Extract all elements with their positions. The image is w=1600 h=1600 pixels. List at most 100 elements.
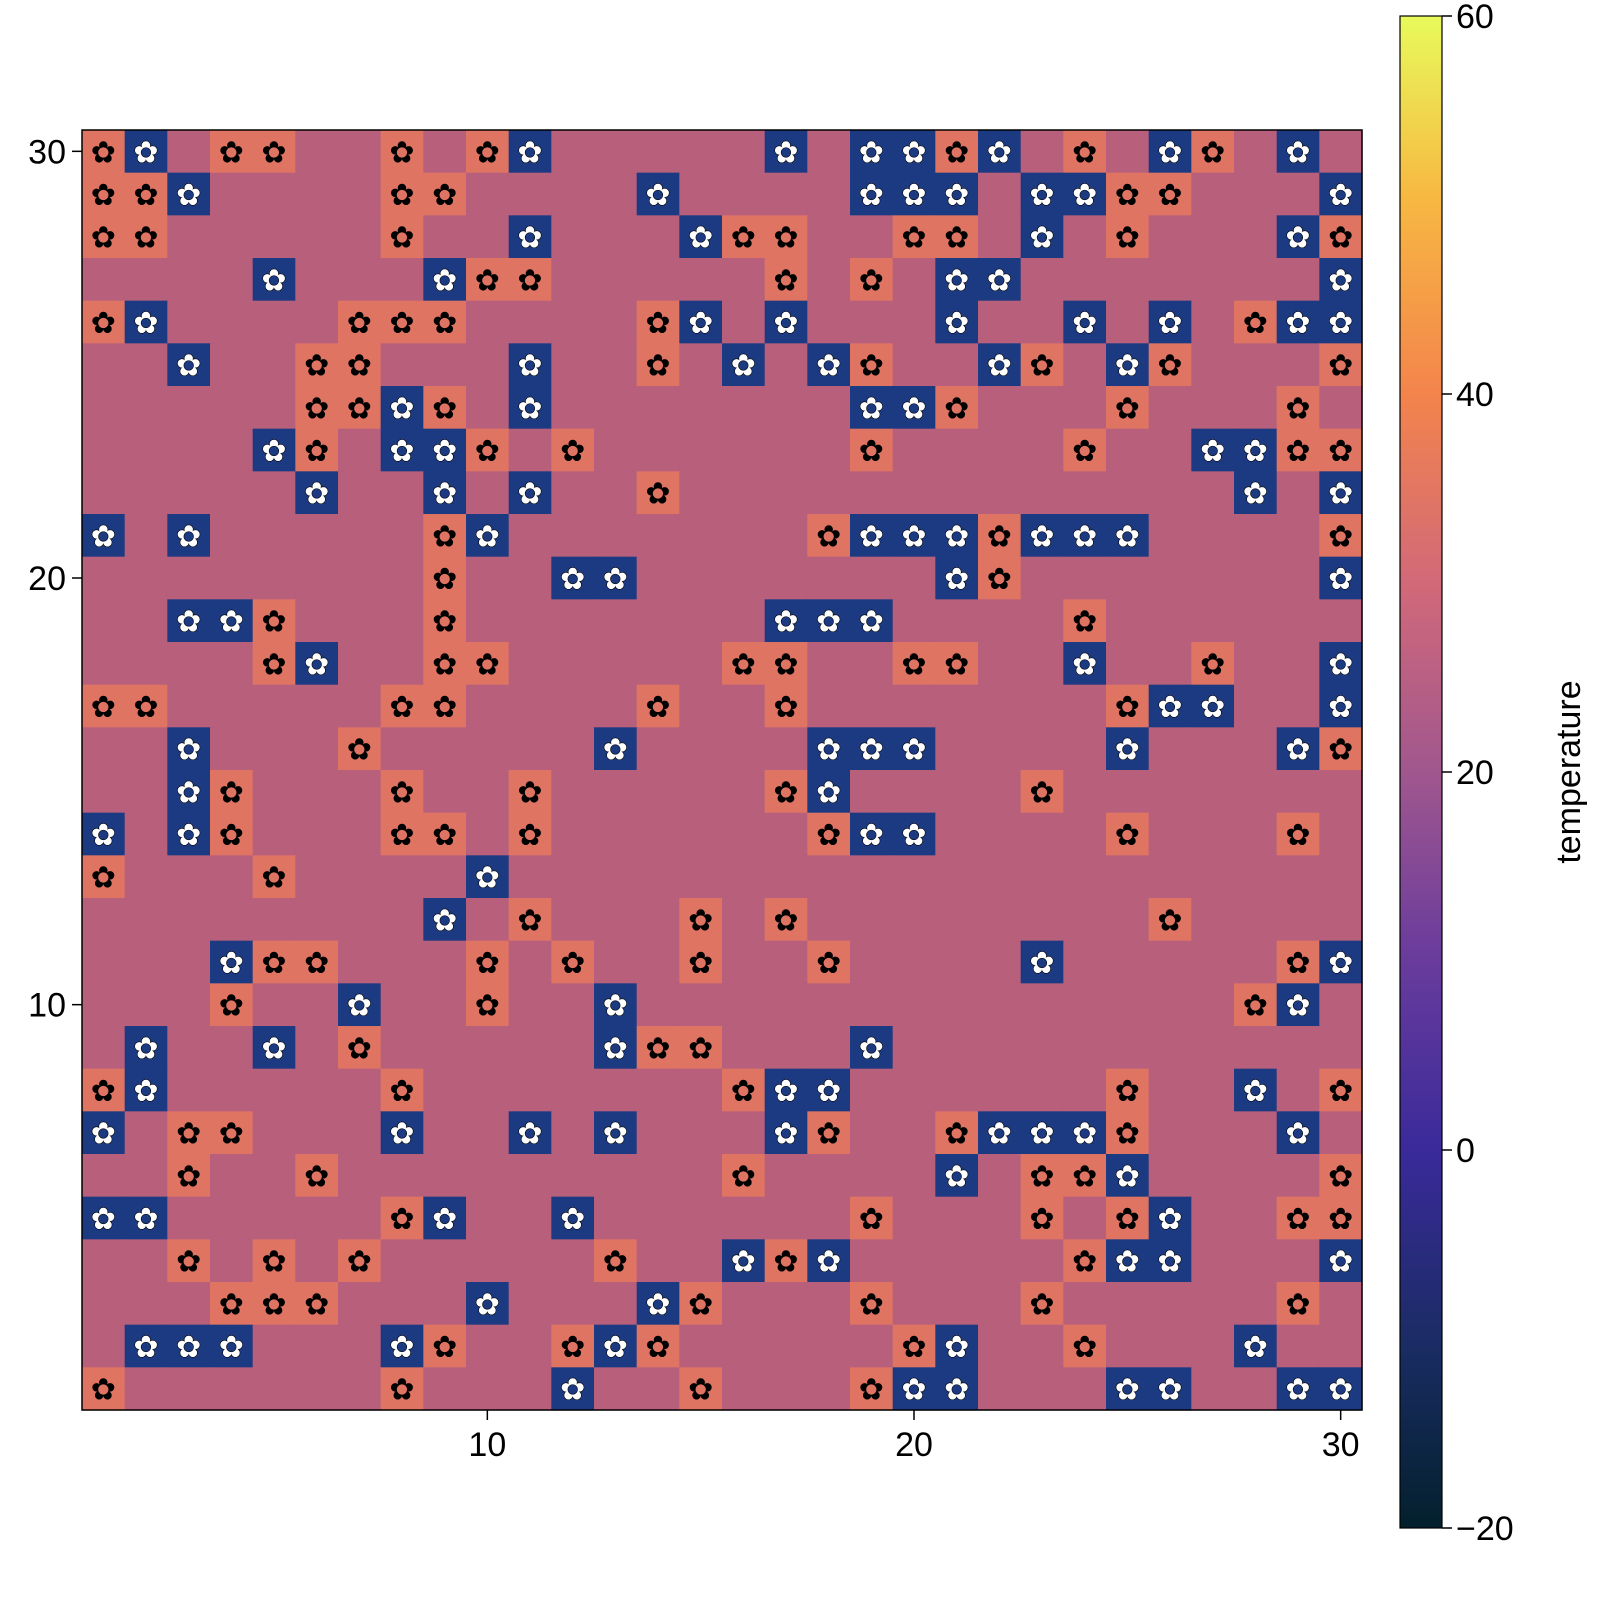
- flower-marker-warm: ✿: [261, 1287, 286, 1322]
- heatmap-cell-mild: [679, 1239, 723, 1283]
- flower-marker-warm: ✿: [1285, 946, 1310, 981]
- heatmap-cell-mild: [1148, 1026, 1192, 1070]
- flower-marker-cold: ✿: [176, 775, 201, 810]
- heatmap-cell-mild: [807, 684, 851, 728]
- flower-marker-cold: ✿: [1328, 946, 1353, 981]
- heatmap-cell-warm: [594, 1239, 638, 1283]
- flower-marker-cold: ✿: [1157, 1245, 1182, 1280]
- flower-marker-warm: ✿: [517, 775, 542, 810]
- flower-marker-warm: ✿: [304, 946, 329, 981]
- heatmap-cell-mild: [1020, 898, 1064, 942]
- heatmap-cell-warm: [338, 386, 382, 430]
- flower-marker-warm: ✿: [645, 690, 670, 725]
- heatmap-cell-mild: [124, 258, 168, 302]
- flower-marker-cold: ✿: [1328, 306, 1353, 341]
- flower-marker-cold: ✿: [133, 1330, 158, 1365]
- heatmap-cell-warm: [210, 770, 254, 814]
- flower-marker-cold: ✿: [475, 1287, 500, 1322]
- heatmap-cell-cold: [594, 1324, 638, 1368]
- y-tick-label: 30: [28, 133, 66, 171]
- heatmap-cell-mild: [764, 812, 808, 856]
- heatmap-cell-mild: [1319, 983, 1363, 1027]
- heatmap-cell-mild: [252, 898, 296, 942]
- heatmap-cell-warm: [252, 130, 296, 174]
- heatmap-cell-mild: [636, 386, 680, 430]
- heatmap-cell-warm: [338, 1239, 382, 1283]
- heatmap-cell-warm: [1319, 1154, 1363, 1198]
- flower-marker-cold: ✿: [944, 306, 969, 341]
- heatmap-cell-mild: [679, 642, 723, 686]
- heatmap-cell-mild: [764, 514, 808, 558]
- heatmap-cell-mild: [1234, 1239, 1278, 1283]
- flower-marker-cold: ✿: [1115, 1245, 1140, 1280]
- heatmap-cell-mild: [508, 684, 552, 728]
- flower-marker-cold: ✿: [91, 1202, 116, 1237]
- heatmap-cell-mild: [551, 514, 595, 558]
- heatmap-cell-mild: [466, 1111, 510, 1155]
- flower-marker-warm: ✿: [347, 1031, 372, 1066]
- heatmap-cell-mild: [210, 1367, 254, 1411]
- heatmap-cell-mild: [1191, 983, 1235, 1027]
- heatmap-cell-mild: [1319, 1324, 1363, 1368]
- heatmap-cell-cold: [892, 514, 936, 558]
- flower-marker-cold: ✿: [219, 605, 244, 640]
- flower-marker-cold: ✿: [1285, 306, 1310, 341]
- heatmap-cell-mild: [850, 1068, 894, 1112]
- heatmap-cell-warm: [679, 1026, 723, 1070]
- heatmap-cell-cold: [252, 1026, 296, 1070]
- flower-marker-cold: ✿: [176, 519, 201, 554]
- heatmap-cell-mild: [1106, 1324, 1150, 1368]
- flower-marker-warm: ✿: [1029, 349, 1054, 384]
- flower-marker-warm: ✿: [389, 221, 414, 256]
- heatmap-cell-cold: [167, 727, 211, 771]
- heatmap-cell-warm: [978, 556, 1022, 600]
- heatmap-cell-mild: [1276, 770, 1320, 814]
- heatmap-cell-mild: [594, 855, 638, 899]
- heatmap-cell-mild: [636, 1367, 680, 1411]
- heatmap-cell-cold: [935, 1154, 979, 1198]
- heatmap-cell-mild: [338, 1324, 382, 1368]
- flower-marker-warm: ✿: [176, 1117, 201, 1152]
- flower-marker-cold: ✿: [560, 562, 585, 597]
- flower-marker-warm: ✿: [304, 1287, 329, 1322]
- heatmap-cell-cold: [466, 855, 510, 899]
- heatmap-cell-mild: [1020, 556, 1064, 600]
- heatmap-cell-warm: [1276, 812, 1320, 856]
- heatmap-cell-mild: [167, 855, 211, 899]
- heatmap-cell-mild: [551, 386, 595, 430]
- heatmap-cell-warm: [82, 130, 126, 174]
- heatmap-cell-mild: [1063, 1367, 1107, 1411]
- heatmap-cell-mild: [338, 172, 382, 216]
- heatmap-cell-mild: [124, 898, 168, 942]
- heatmap-cell-mild: [252, 1324, 296, 1368]
- flower-marker-warm: ✿: [773, 263, 798, 298]
- heatmap-cell-mild: [1276, 1239, 1320, 1283]
- heatmap-cell-mild: [679, 1068, 723, 1112]
- heatmap-cell-mild: [1234, 599, 1278, 643]
- heatmap-cell-mild: [594, 940, 638, 984]
- heatmap-cell-mild: [807, 258, 851, 302]
- heatmap-cell-mild: [380, 898, 424, 942]
- flower-marker-cold: ✿: [1285, 221, 1310, 256]
- heatmap-cell-mild: [978, 1282, 1022, 1326]
- heatmap-cell-mild: [636, 1154, 680, 1198]
- heatmap-cell-mild: [892, 1282, 936, 1326]
- heatmap-cell-cold: [1148, 684, 1192, 728]
- flower-marker-warm: ✿: [859, 1373, 884, 1408]
- heatmap-cell-mild: [551, 983, 595, 1027]
- heatmap-cell-mild: [679, 130, 723, 174]
- heatmap-cell-mild: [551, 684, 595, 728]
- heatmap-cell-mild: [338, 770, 382, 814]
- heatmap-cell-mild: [210, 1154, 254, 1198]
- heatmap-cell-mild: [978, 727, 1022, 771]
- flower-marker-warm: ✿: [517, 818, 542, 853]
- heatmap-cell-warm: [978, 514, 1022, 558]
- flower-marker-cold: ✿: [1328, 263, 1353, 298]
- heatmap-cell-warm: [1106, 1196, 1150, 1240]
- flower-marker-warm: ✿: [517, 903, 542, 938]
- heatmap-cell-mild: [594, 258, 638, 302]
- heatmap-cell-mild: [82, 386, 126, 430]
- heatmap-cell-warm: [850, 1282, 894, 1326]
- flower-marker-warm: ✿: [133, 178, 158, 213]
- colorbar-tick-label: 40: [1456, 376, 1494, 414]
